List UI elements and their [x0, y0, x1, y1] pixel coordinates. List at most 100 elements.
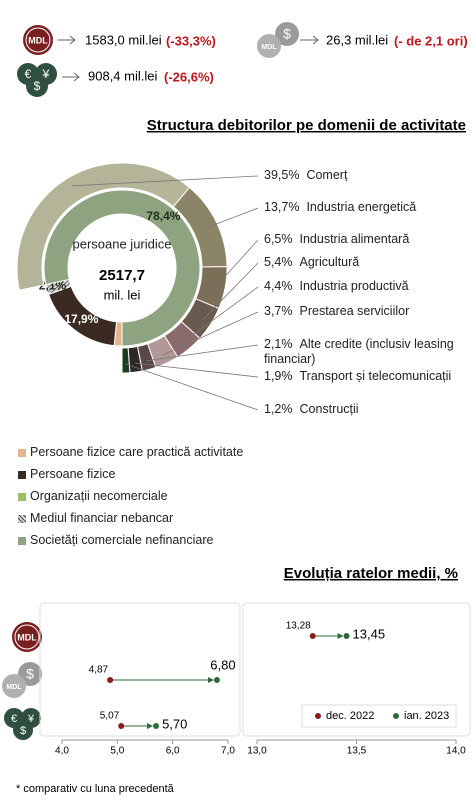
legend-text: Persoane fizice care practică activitate [30, 445, 244, 459]
value-label: 13,45 [353, 626, 386, 641]
category-name: Prestarea serviciilor [299, 304, 410, 318]
dot [343, 633, 350, 639]
chart-title: Structura debitorilor pe domenii de acti… [147, 117, 466, 134]
category-label: 39,5% Comerț [264, 168, 469, 183]
leader-line [162, 311, 259, 356]
value-label: 39,5% [264, 168, 300, 182]
category-label: 5,4% Agricultură [264, 255, 469, 270]
value-label: 4,87 [89, 665, 109, 676]
category-name: Industria alimentară [299, 232, 410, 246]
legend-swatch [18, 493, 26, 501]
value-label: 5,4% [264, 255, 293, 269]
center-unit: mil. lei [104, 287, 141, 302]
icon-coins: $ MDL [2, 662, 42, 698]
x-tick-label: 7,0 [221, 746, 235, 757]
leader-line [125, 363, 259, 411]
category-name: Agricultură [299, 255, 360, 269]
x-tick-label: 14,0 [446, 746, 466, 757]
category-label: 1,9% Transport și telecomunicații [264, 369, 469, 384]
svg-text:$: $ [26, 666, 34, 682]
svg-text:$: $ [34, 79, 41, 93]
legend-dot [393, 713, 399, 719]
donut-slice [43, 189, 201, 347]
icon-euro-dollar: € ¥$ [4, 708, 41, 740]
category-name: Alte credite (inclusiv leasing financiar… [264, 337, 454, 366]
legend-swatch [18, 471, 26, 479]
category-name: Industria productivă [299, 279, 409, 293]
value-label: 13,28 [286, 621, 311, 632]
category-label: 1,2% Construcții [264, 402, 469, 417]
leader-line [215, 239, 259, 287]
chart-title: Evoluția ratelor medii, % [284, 565, 458, 582]
leader-line [72, 175, 259, 187]
x-tick-label: 4,0 [55, 746, 69, 757]
value-label: 1,2% [264, 402, 293, 416]
icon-mdl: MDL [12, 622, 42, 652]
value-label: 6,5% [264, 232, 293, 246]
legend-item: Persoane fizice care practică activitate [18, 445, 244, 459]
legend-text: Persoane fizice [30, 467, 116, 481]
legend-item: Organizații necomerciale [18, 489, 168, 503]
value-label: 2,1% [264, 337, 293, 351]
value-label: 5,07 [100, 711, 120, 722]
category-name: Transport și telecomunicații [299, 369, 452, 383]
icon-mdl: MDL [23, 25, 53, 55]
leader-line [208, 207, 259, 228]
center-value: 2517,7 [99, 267, 145, 284]
dot [153, 723, 160, 729]
legend-swatch [18, 537, 26, 545]
x-tick-label: 6,0 [166, 746, 180, 757]
indicator-value: 26,3 mil.lei [326, 32, 388, 47]
value-label: 3,7% [264, 304, 293, 318]
legend-item: Persoane fizice [18, 467, 116, 481]
slice-label: 78,4% [146, 209, 180, 223]
value-label: 13,7% [264, 200, 300, 214]
indicator-change: (-26,6%) [164, 69, 214, 84]
svg-text:¥: ¥ [27, 713, 35, 725]
legend-swatch [18, 449, 26, 457]
category-label: 6,5% Industria alimentară [264, 232, 469, 247]
legend-item: Societăți comerciale nefinanciare [18, 533, 213, 547]
legend-dot [315, 713, 321, 719]
value-label: 1,9% [264, 369, 293, 383]
icon-text: MDL [261, 44, 277, 51]
icon-euro-dollar: € ¥$ [17, 63, 57, 97]
indicator-value: 1583,0 mil.lei [85, 32, 162, 47]
leader-line [202, 262, 259, 320]
dot [107, 677, 114, 683]
legend-text: dec. 2022 [326, 710, 374, 722]
svg-text:¥: ¥ [42, 67, 50, 81]
legend-swatch [18, 515, 26, 523]
arrow [58, 35, 76, 45]
category-name: Comerț [306, 168, 348, 182]
indicator-change: (-33,3%) [166, 33, 216, 48]
value-label: 5,70 [162, 716, 187, 731]
category-name: Industria energetică [306, 200, 417, 214]
svg-text:€: € [25, 67, 32, 81]
icon-text: MDL [6, 684, 22, 691]
indicator-value: 908,4 mil.lei [88, 68, 157, 83]
x-tick-label: 5,0 [110, 746, 124, 757]
slice-label: 17,9% [64, 312, 98, 326]
footnote: * comparativ cu luna precedentă [16, 783, 175, 795]
x-tick-label: 13,0 [247, 746, 267, 757]
category-label: 2,1% Alte credite (inclusiv leasing finan… [264, 337, 469, 367]
panel [39, 602, 241, 737]
svg-text:€: € [11, 713, 17, 725]
value-label: 4,4% [264, 279, 293, 293]
leader-line [134, 362, 259, 378]
value-label: 6,80 [210, 657, 235, 672]
leader-line [146, 344, 259, 362]
svg-text:$: $ [20, 725, 26, 737]
legend-item: Mediul financiar nebancar [18, 511, 173, 525]
dot [213, 677, 220, 683]
center-label: persoane juridice [72, 236, 171, 251]
category-label: 13,7% Industria energetică [264, 200, 469, 215]
leader-line [183, 286, 259, 342]
arrow [300, 35, 319, 45]
category-label: 3,7% Prestarea serviciilor [264, 304, 469, 319]
arrow [62, 72, 80, 82]
svg-text:$: $ [283, 26, 291, 42]
